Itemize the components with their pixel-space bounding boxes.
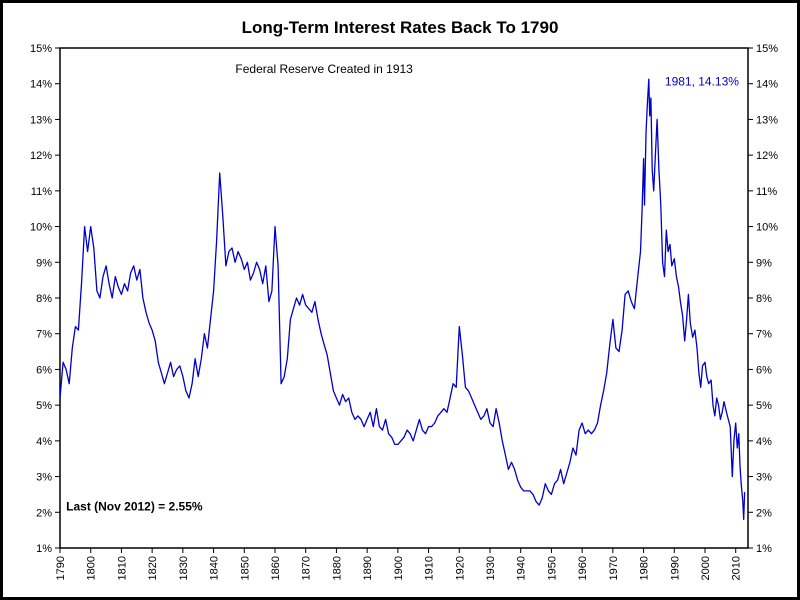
y-axis-label-right: 7% — [756, 329, 772, 341]
y-axis-label-right: 13% — [756, 114, 778, 126]
annotation-fed-reserve-created: Federal Reserve Created in 1913 — [235, 62, 413, 76]
y-axis-label-right: 14% — [756, 79, 778, 91]
interest-rate-chart: Long-Term Interest Rates Back To 1790 1%… — [30, 18, 778, 580]
y-axis-label-right: 9% — [756, 257, 772, 269]
y-axis-label-left: 12% — [30, 150, 52, 162]
x-axis-label: 1930 — [485, 556, 497, 580]
y-axis-label-right: 2% — [756, 507, 772, 519]
x-axis-label: 1790 — [55, 556, 67, 580]
x-axis-label: 1860 — [270, 556, 282, 580]
x-axis-label: 2010 — [731, 556, 743, 580]
x-axis-label: 1960 — [577, 556, 589, 580]
plot-area-border — [59, 47, 749, 549]
y-axis-label-left: 4% — [36, 436, 52, 448]
x-axis-label: 1990 — [669, 556, 681, 580]
y-axis-label-left: 6% — [36, 364, 52, 376]
y-axis-label-left: 3% — [36, 472, 52, 484]
x-axis-label: 1870 — [301, 556, 313, 580]
y-axis-label-left: 1% — [36, 543, 52, 555]
y-axis-label-right: 6% — [756, 364, 772, 376]
y-axis-label-left: 2% — [36, 507, 52, 519]
x-axis-label: 1950 — [546, 556, 558, 580]
x-axis-label: 1810 — [116, 556, 128, 580]
annotation-last-value: Last (Nov 2012) = 2.55% — [66, 500, 203, 514]
axes-and-ticks: 1% 1% 2% 2% 3% 3% 4% 4% 5% 5% 6% 6% 7% 7% 8% 8% 9% 9% 10% 1… — [30, 43, 778, 580]
y-axis-label-right: 4% — [756, 436, 772, 448]
y-axis-label-left: 5% — [36, 400, 52, 412]
y-axis-label-right: 15% — [756, 43, 778, 55]
x-axis-label: 1830 — [178, 556, 190, 580]
y-axis-label-right: 5% — [756, 400, 772, 412]
x-axis-label: 1900 — [393, 556, 405, 580]
x-axis-label: 1850 — [239, 556, 251, 580]
y-axis-label-left: 7% — [36, 329, 52, 341]
x-axis-label: 1940 — [516, 556, 528, 580]
y-axis-label-right: 11% — [756, 186, 777, 198]
y-axis-label-left: 15% — [30, 43, 52, 55]
y-axis-label-left: 13% — [30, 114, 52, 126]
rate-line-series — [59, 78, 746, 521]
y-axis-label-right: 10% — [756, 222, 778, 234]
y-axis-label-right: 3% — [756, 472, 772, 484]
y-axis-label-left: 14% — [30, 79, 52, 91]
y-axis-label-right: 8% — [756, 293, 772, 305]
y-axis-label-right: 12% — [756, 150, 778, 162]
chart-title: Long-Term Interest Rates Back To 1790 — [242, 18, 559, 37]
annotation-1981-peak: 1981, 14.13% — [665, 75, 739, 89]
y-axis-label-left: 8% — [36, 293, 52, 305]
x-axis-label: 1920 — [454, 556, 466, 580]
y-axis-label-left: 10% — [30, 222, 52, 234]
x-axis-label: 1890 — [362, 556, 374, 580]
x-axis-label: 1910 — [424, 556, 436, 580]
x-axis-label: 1980 — [639, 556, 651, 580]
x-axis-label: 1840 — [209, 556, 221, 580]
y-axis-label-left: 9% — [36, 257, 52, 269]
x-axis-label: 1880 — [331, 556, 343, 580]
x-axis-label: 2000 — [700, 556, 712, 580]
y-axis-label-right: 1% — [756, 543, 772, 555]
x-axis-label: 1800 — [86, 556, 98, 580]
x-axis-label: 1820 — [147, 556, 159, 580]
x-axis-label: 1970 — [608, 556, 620, 580]
y-axis-label-left: 11% — [31, 186, 52, 198]
